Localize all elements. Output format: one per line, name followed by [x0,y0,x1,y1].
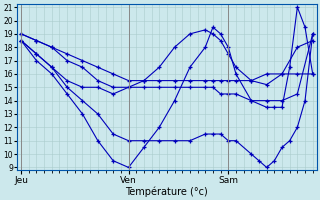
X-axis label: Température (°c): Température (°c) [125,186,208,197]
